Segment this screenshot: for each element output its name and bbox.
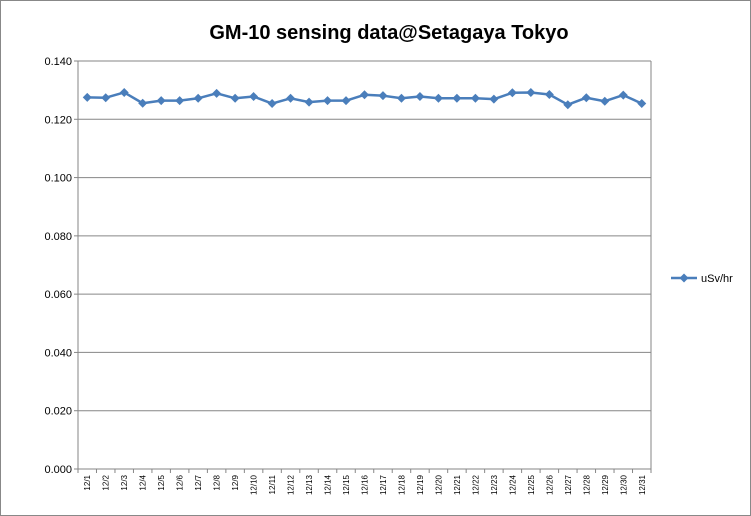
x-tick-label: 12/20: [434, 474, 443, 495]
x-tick-label: 12/18: [397, 474, 406, 495]
legend: uSv/hr: [671, 273, 733, 285]
data-point: [101, 93, 111, 103]
data-point: [193, 93, 203, 103]
grid: [78, 60, 651, 412]
data-point: [249, 92, 259, 102]
data-point: [526, 87, 536, 97]
series: [82, 87, 647, 110]
x-tick-label: 12/26: [545, 474, 554, 495]
data-point: [433, 93, 443, 103]
data-point: [175, 96, 185, 106]
data-point: [230, 93, 240, 103]
x-tick-label: 12/7: [194, 474, 203, 490]
data-point: [544, 90, 554, 100]
data-point: [119, 87, 129, 97]
data-point: [138, 98, 148, 108]
y-tick-label: 0.080: [44, 231, 72, 243]
data-point: [600, 96, 610, 106]
x-tick-label: 12/9: [231, 474, 240, 490]
x-axis: 12/1 12/2 12/3 12/4 12/5 12/6 12/7 12/8 12/9 12/1…: [77, 469, 652, 495]
data-point: [323, 96, 333, 106]
data-point: [581, 93, 591, 103]
data-point: [489, 94, 499, 104]
x-tick-label: 12/16: [361, 474, 370, 495]
x-tick-label: 12/8: [213, 474, 222, 490]
data-point: [396, 93, 406, 103]
x-tick-label: 12/1: [83, 474, 92, 490]
x-tick-label: 12/15: [342, 474, 351, 495]
y-tick-label: 0.060: [44, 289, 72, 301]
data-point: [82, 92, 92, 102]
x-tick-label: 12/28: [582, 474, 591, 495]
x-tick-label: 12/29: [601, 474, 610, 495]
x-tick-label: 12/2: [102, 474, 111, 490]
data-point: [415, 92, 425, 102]
x-tick-label: 12/10: [250, 474, 259, 495]
y-tick-label: 0.000: [44, 464, 72, 476]
x-tick-label: 12/19: [416, 474, 425, 495]
data-point: [378, 91, 388, 101]
x-tick-label: 12/17: [379, 474, 388, 495]
x-tick-label: 12/24: [508, 474, 517, 495]
x-tick-label: 12/22: [471, 474, 480, 495]
data-point: [452, 93, 462, 103]
x-tick-label: 12/21: [453, 474, 462, 495]
x-tick-label: 12/14: [324, 474, 333, 495]
y-tick-label: 0.140: [44, 56, 72, 68]
data-point: [212, 88, 222, 98]
x-tick-label: 12/5: [157, 474, 166, 490]
y-axis: 0.000 0.020 0.040 0.060 0.080 0.100 0.120 0.140: [44, 56, 78, 476]
data-point: [267, 99, 277, 109]
data-point: [563, 100, 573, 110]
legend-marker-icon: [679, 273, 689, 283]
x-tick-label: 12/12: [287, 474, 296, 495]
data-point: [360, 90, 369, 100]
x-tick-label: 12/27: [564, 474, 573, 495]
x-tick-label: 12/30: [619, 474, 628, 495]
x-tick-label: 12/31: [638, 474, 647, 495]
data-point: [470, 93, 480, 103]
x-tick-label: 12/11: [268, 474, 277, 494]
x-tick-label: 12/3: [120, 474, 129, 490]
y-tick-label: 0.020: [44, 406, 72, 418]
y-tick-label: 0.100: [44, 173, 72, 185]
data-point: [618, 90, 628, 100]
chart-title: GM-10 sensing data@Setagaya Tokyo: [209, 22, 568, 44]
data-point: [304, 97, 314, 107]
y-tick-label: 0.120: [44, 114, 72, 126]
x-tick-label: 12/13: [305, 474, 314, 495]
legend-label: uSv/hr: [701, 273, 733, 285]
x-tick-label: 12/23: [490, 474, 499, 495]
y-tick-label: 0.040: [44, 347, 72, 359]
data-point: [286, 93, 296, 103]
data-point: [637, 99, 647, 109]
x-tick-label: 12/4: [139, 474, 148, 490]
data-point: [156, 96, 166, 106]
x-tick-label: 12/6: [176, 474, 185, 490]
plot-area: [77, 61, 652, 470]
x-tick-label: 12/25: [527, 474, 536, 495]
data-point: [507, 88, 517, 98]
data-point: [341, 96, 351, 106]
